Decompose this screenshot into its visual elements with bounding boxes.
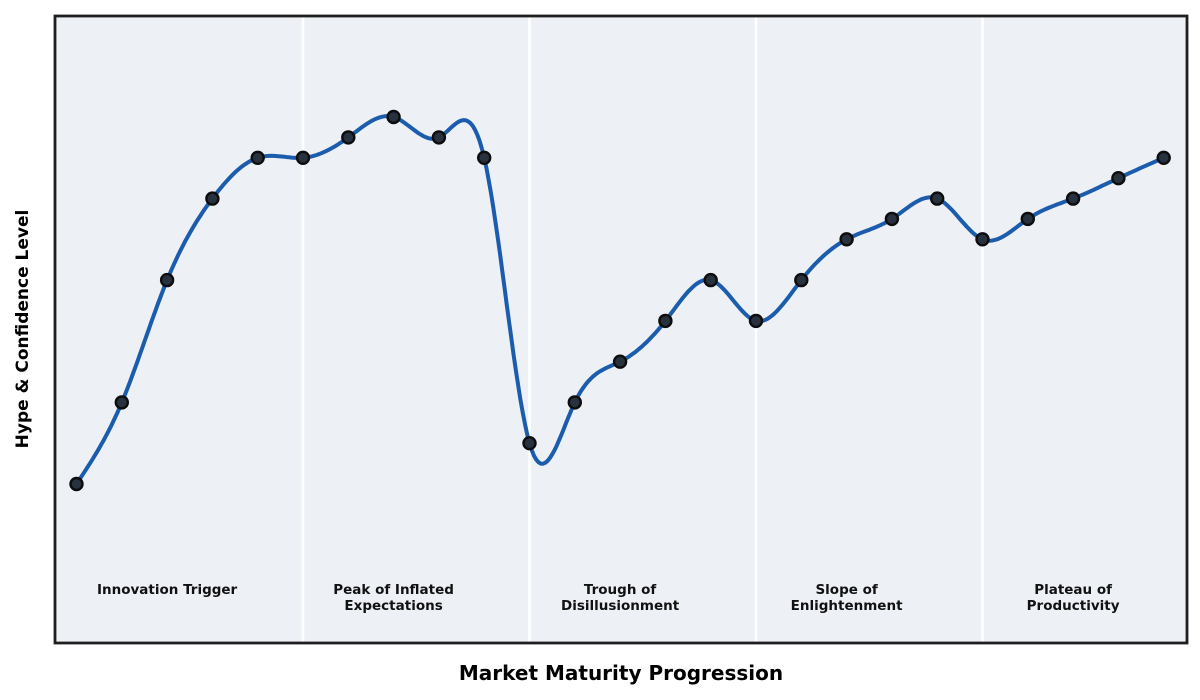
plot-background — [55, 16, 1187, 643]
data-point-marker-1 — [114, 395, 130, 410]
data-point-marker-21 — [1020, 211, 1036, 227]
phase-label-peak-of-inflated-expectations: Peak of Inflated Expectations — [333, 582, 454, 614]
data-point-marker-22 — [1065, 191, 1081, 206]
data-point-marker-4 — [250, 150, 265, 166]
phase-label-line: Disillusionment — [560, 598, 680, 614]
phase-label-innovation-trigger: Innovation Trigger — [97, 582, 237, 598]
data-point-marker-5 — [295, 150, 311, 166]
data-point-marker-17 — [839, 232, 854, 247]
x-axis-label: Market Maturity Progression — [458, 661, 784, 685]
phase-label-line: Slope of — [815, 582, 878, 598]
phase-label-plateau-of-productivity: Plateau of Productivity — [1027, 582, 1120, 614]
data-point-marker-18 — [884, 211, 900, 227]
y-axis-label: Hype & Confidence Level — [13, 209, 33, 449]
data-point-marker-20 — [975, 232, 990, 247]
data-point-marker-6 — [341, 130, 356, 145]
plot-border — [53, 14, 1189, 645]
data-point-marker-15 — [748, 313, 764, 329]
phase-label-line: Innovation Trigger — [96, 582, 238, 598]
data-point-marker-3 — [205, 191, 220, 206]
data-point-marker-16 — [794, 272, 809, 288]
data-point-marker-23 — [1111, 170, 1126, 186]
data-point-marker-0 — [69, 476, 84, 492]
phase-label-line: Plateau of — [1034, 582, 1112, 598]
phase-label-trough-of-disillusionment: Trough of Disillusionment — [561, 582, 679, 614]
phase-label-slope-of-enlightenment: Slope of Enlightenment — [791, 582, 903, 614]
data-point-marker-9 — [477, 150, 492, 166]
data-point-marker-2 — [159, 272, 175, 288]
phase-label-line: Trough of — [583, 582, 657, 598]
phase-label-line: Productivity — [1026, 598, 1120, 614]
data-point-marker-24 — [1156, 150, 1171, 166]
phase-label-line: Expectations — [344, 598, 443, 614]
data-point-marker-8 — [431, 130, 447, 145]
phase-label-line: Peak of Inflated — [333, 582, 454, 598]
data-point-marker-10 — [522, 436, 537, 451]
data-point-marker-12 — [612, 354, 628, 369]
phase-label-line: Enlightenment — [790, 598, 903, 614]
data-point-marker-19 — [930, 191, 945, 206]
data-point-marker-11 — [567, 395, 582, 410]
data-point-marker-14 — [703, 272, 718, 288]
data-point-marker-7 — [386, 109, 401, 125]
data-point-marker-13 — [658, 313, 673, 329]
